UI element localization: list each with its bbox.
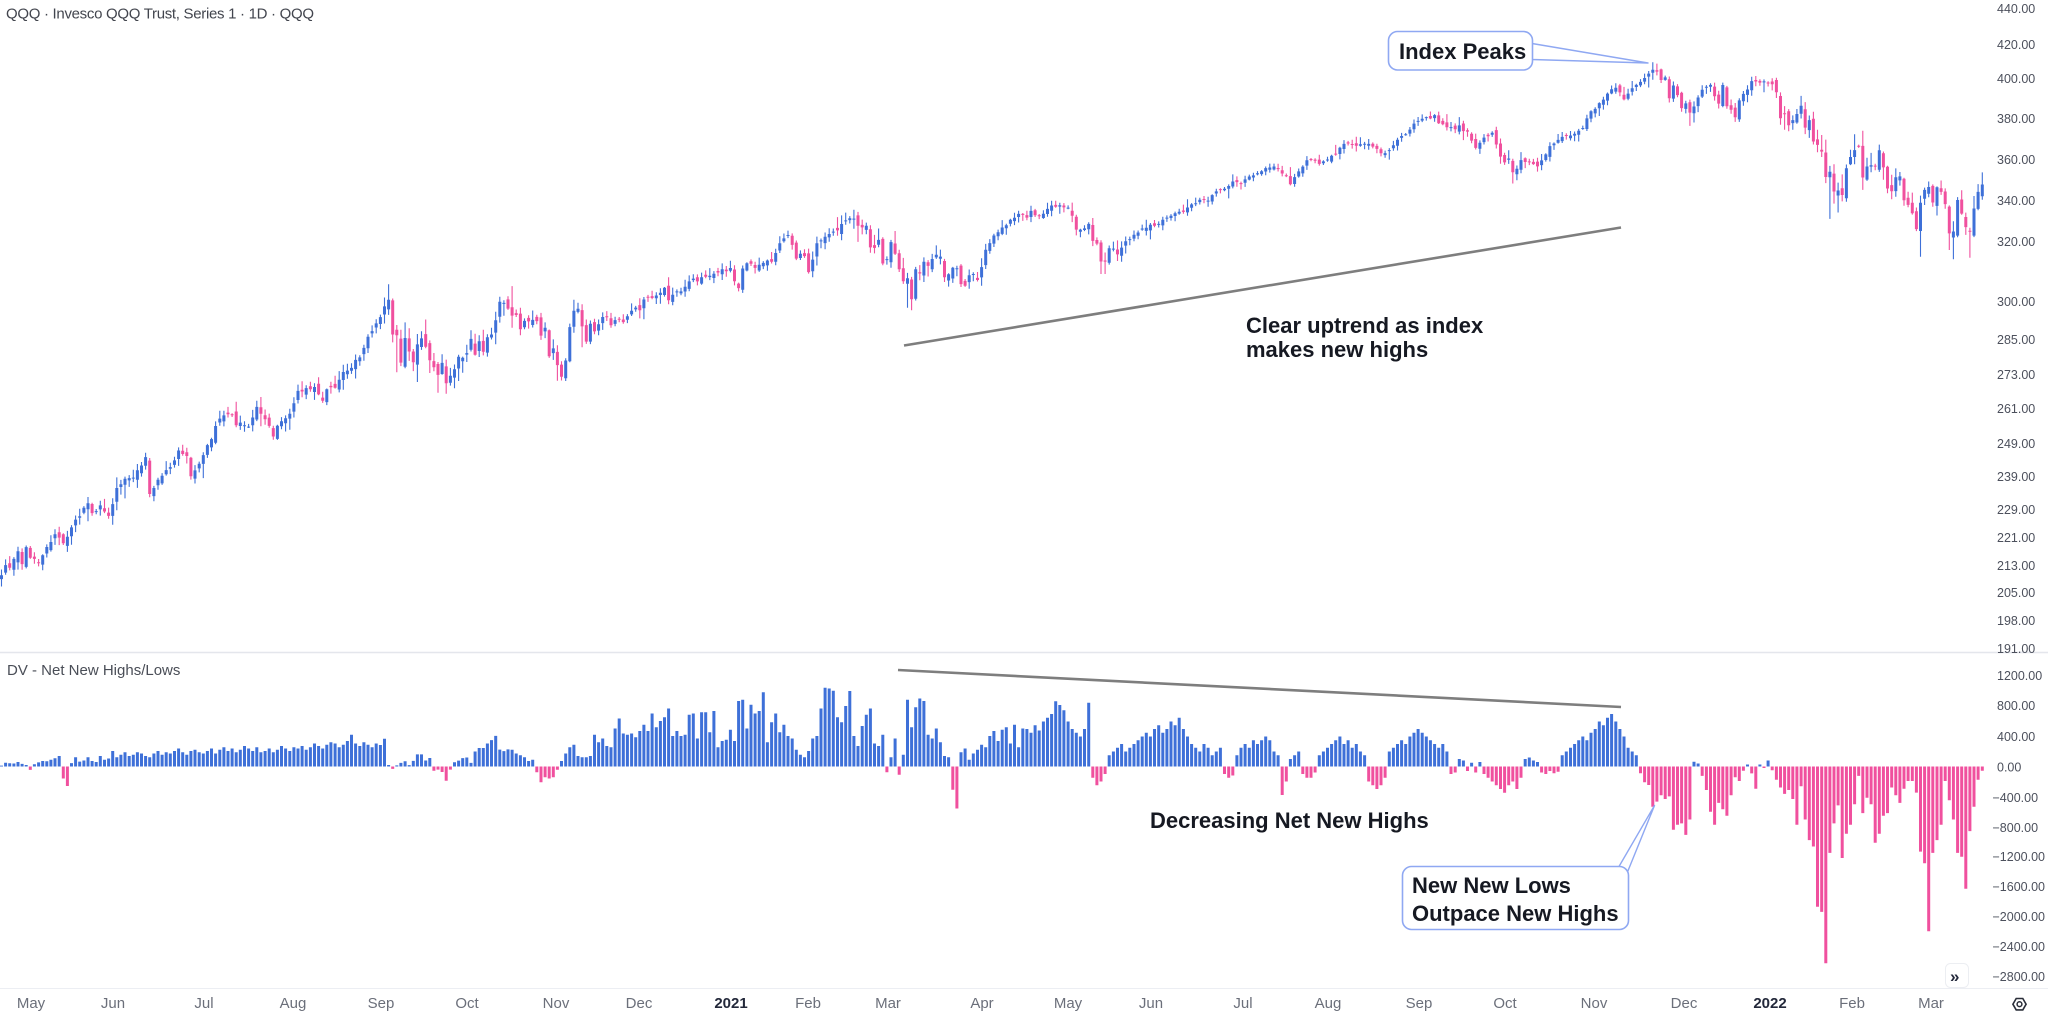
- svg-text:0.00: 0.00: [1997, 761, 2021, 775]
- svg-text:1200.00: 1200.00: [1997, 669, 2042, 683]
- svg-text:»: »: [1950, 967, 1959, 986]
- svg-text:Nov: Nov: [1581, 995, 1608, 1012]
- svg-text:Aug: Aug: [1315, 995, 1342, 1012]
- svg-text:May: May: [1054, 995, 1083, 1012]
- svg-text:249.00: 249.00: [1997, 437, 2035, 451]
- svg-text:273.00: 273.00: [1997, 368, 2035, 382]
- svg-text:340.00: 340.00: [1997, 194, 2035, 208]
- svg-text:Feb: Feb: [1839, 995, 1865, 1012]
- svg-text:800.00: 800.00: [1997, 699, 2035, 713]
- svg-text:205.00: 205.00: [1997, 586, 2035, 600]
- svg-text:DV - Net New Highs/Lows: DV - Net New Highs/Lows: [7, 662, 180, 679]
- svg-text:Decreasing Net New Highs: Decreasing Net New Highs: [1150, 808, 1429, 833]
- svg-text:261.00: 261.00: [1997, 402, 2035, 416]
- svg-text:−2000.00: −2000.00: [1993, 910, 2046, 924]
- svg-text:440.00: 440.00: [1997, 2, 2035, 16]
- svg-text:Dec: Dec: [1671, 995, 1698, 1012]
- svg-text:198.00: 198.00: [1997, 614, 2035, 628]
- svg-text:2021: 2021: [714, 995, 747, 1012]
- svg-text:229.00: 229.00: [1997, 503, 2035, 517]
- svg-text:300.00: 300.00: [1997, 295, 2035, 309]
- svg-text:−400.00: −400.00: [1993, 791, 2039, 805]
- svg-text:Dec: Dec: [626, 995, 653, 1012]
- svg-text:May: May: [17, 995, 46, 1012]
- svg-text:Feb: Feb: [795, 995, 821, 1012]
- svg-text:191.00: 191.00: [1997, 642, 2035, 656]
- svg-text:Jun: Jun: [1139, 995, 1163, 1012]
- svg-text:Index Peaks: Index Peaks: [1399, 39, 1526, 64]
- svg-text:Oct: Oct: [1493, 995, 1517, 1012]
- svg-text:Outpace New Highs: Outpace New Highs: [1412, 901, 1619, 926]
- svg-text:400.00: 400.00: [1997, 730, 2035, 744]
- svg-text:−2400.00: −2400.00: [1993, 940, 2046, 954]
- svg-text:makes new highs: makes new highs: [1246, 337, 1428, 362]
- svg-text:−2800.00: −2800.00: [1993, 970, 2046, 984]
- svg-text:Aug: Aug: [280, 995, 307, 1012]
- svg-text:285.00: 285.00: [1997, 333, 2035, 347]
- svg-text:Jul: Jul: [194, 995, 213, 1012]
- svg-text:360.00: 360.00: [1997, 153, 2035, 167]
- svg-text:−1200.00: −1200.00: [1993, 850, 2046, 864]
- svg-text:2022: 2022: [1753, 995, 1786, 1012]
- svg-text:Jul: Jul: [1233, 995, 1252, 1012]
- svg-text:Apr: Apr: [970, 995, 993, 1012]
- svg-text:Sep: Sep: [1406, 995, 1433, 1012]
- svg-text:221.00: 221.00: [1997, 531, 2035, 545]
- svg-text:380.00: 380.00: [1997, 112, 2035, 126]
- svg-text:−1600.00: −1600.00: [1993, 880, 2046, 894]
- svg-text:213.00: 213.00: [1997, 559, 2035, 573]
- svg-text:320.00: 320.00: [1997, 235, 2035, 249]
- svg-text:New New Lows: New New Lows: [1412, 873, 1571, 898]
- svg-text:Jun: Jun: [101, 995, 125, 1012]
- svg-text:400.00: 400.00: [1997, 72, 2035, 86]
- svg-text:Nov: Nov: [543, 995, 570, 1012]
- svg-text:Oct: Oct: [455, 995, 479, 1012]
- svg-text:Clear uptrend as index: Clear uptrend as index: [1246, 313, 1484, 338]
- svg-text:239.00: 239.00: [1997, 470, 2035, 484]
- svg-text:Mar: Mar: [1918, 995, 1944, 1012]
- svg-text:−800.00: −800.00: [1993, 821, 2039, 835]
- svg-text:QQQ · Invesco QQQ Trust, Serie: QQQ · Invesco QQQ Trust, Series 1 · 1D ·…: [6, 6, 314, 23]
- svg-text:Mar: Mar: [875, 995, 901, 1012]
- svg-text:Sep: Sep: [368, 995, 395, 1012]
- svg-text:420.00: 420.00: [1997, 38, 2035, 52]
